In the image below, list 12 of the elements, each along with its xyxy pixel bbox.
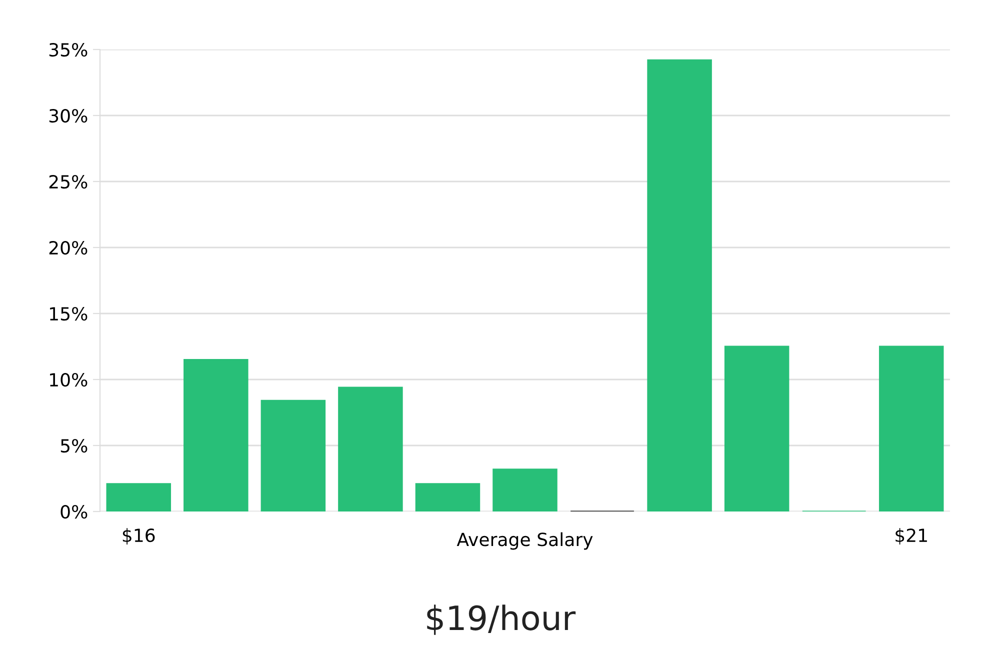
y-tick-label: 35% — [49, 42, 88, 57]
y-tick-label: 15% — [50, 306, 88, 321]
x-tick-label: $16 — [122, 528, 155, 545]
y-tick-label: 10% — [50, 372, 88, 387]
y-tick-label: 30% — [49, 108, 88, 123]
y-tick-label: 25% — [49, 174, 88, 189]
y-tick-label: 0% — [60, 504, 88, 519]
x-axis-title: Average Salary — [456, 532, 593, 550]
y-tick-label: 5% — [60, 438, 88, 453]
x-tick-label: $21 — [896, 528, 927, 545]
y-tick-label: 20% — [49, 240, 88, 255]
text: $19/hour — [427, 604, 576, 635]
